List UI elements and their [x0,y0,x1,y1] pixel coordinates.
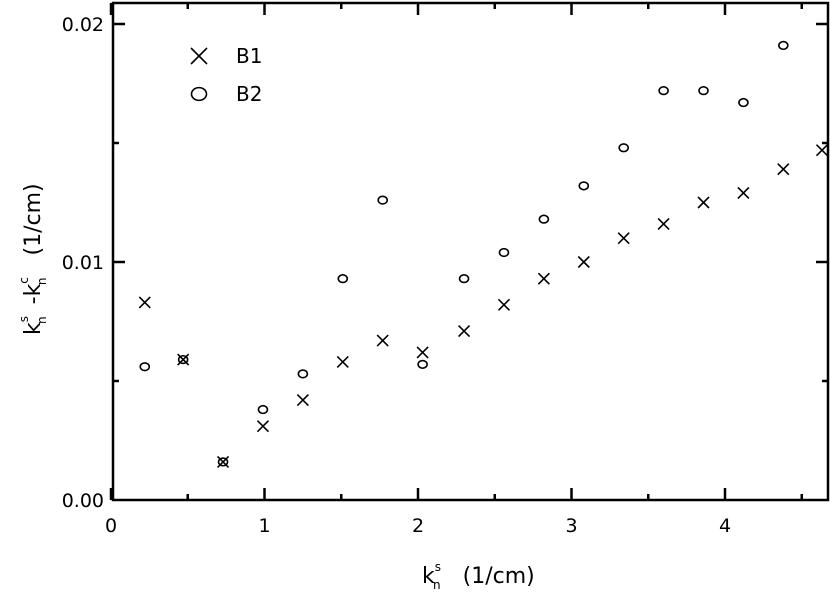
y-tick-label: 0.02 [62,14,104,36]
legend-b2-marker [190,86,208,102]
tick-labels: 0 1 2 3 4 0.00 0.01 0.02 [62,14,731,537]
b2-point [658,86,669,96]
b1-point [336,355,349,369]
b1-point [376,334,389,347]
legend-b1-marker [190,47,208,65]
b1-point [777,163,790,176]
legend-b2-label: B2 [236,82,262,106]
legend-cross-marker [190,47,208,65]
x-tick-label: 2 [412,515,424,537]
x-tick-label: 4 [719,515,731,537]
b2-point [578,181,590,191]
y-tick-label: 0.00 [62,490,104,512]
b1-point [497,298,511,311]
legend-circle-marker [190,86,208,102]
b1-point [177,353,190,366]
legend: B1 B2 [190,44,262,106]
b2-point [778,40,789,51]
b2-point [417,359,428,369]
b2-point [337,274,349,284]
b2-point [139,362,151,372]
plot-frame [111,1,830,502]
b1-point [216,455,230,468]
data-markers [138,40,829,468]
b1-point [577,255,590,269]
x-tick-label: 1 [258,515,270,537]
b2-point [538,214,550,224]
b2-point [257,404,269,415]
x-tick-label: 3 [565,515,577,537]
x-tick-label: 0 [105,515,117,537]
y-axis-label: ks n-kc n(1/cm) [17,183,49,335]
b1-point [296,393,309,407]
b1-point [697,196,710,209]
b1-point [138,296,151,309]
x-axis-label: ks n (1/cm) [422,560,535,592]
b2-point [377,195,388,205]
b1-point [657,217,670,230]
b1-point [815,144,829,157]
b1-point [256,420,270,433]
b2-point [498,247,510,258]
b1-point [416,346,429,359]
b1-point [457,324,471,338]
legend-b1-label: B1 [236,44,262,68]
b1-point [537,272,550,285]
b1-point [617,232,630,245]
b2-point [698,86,709,96]
b2-point [618,143,629,153]
b2-point [177,354,189,365]
axis-ticks [109,3,828,500]
b1-point [737,186,750,200]
b2-point [458,274,470,284]
y-tick-label: 0.01 [62,252,104,274]
b2-point [297,369,309,379]
b2-point [217,457,229,467]
b2-point [738,97,749,108]
